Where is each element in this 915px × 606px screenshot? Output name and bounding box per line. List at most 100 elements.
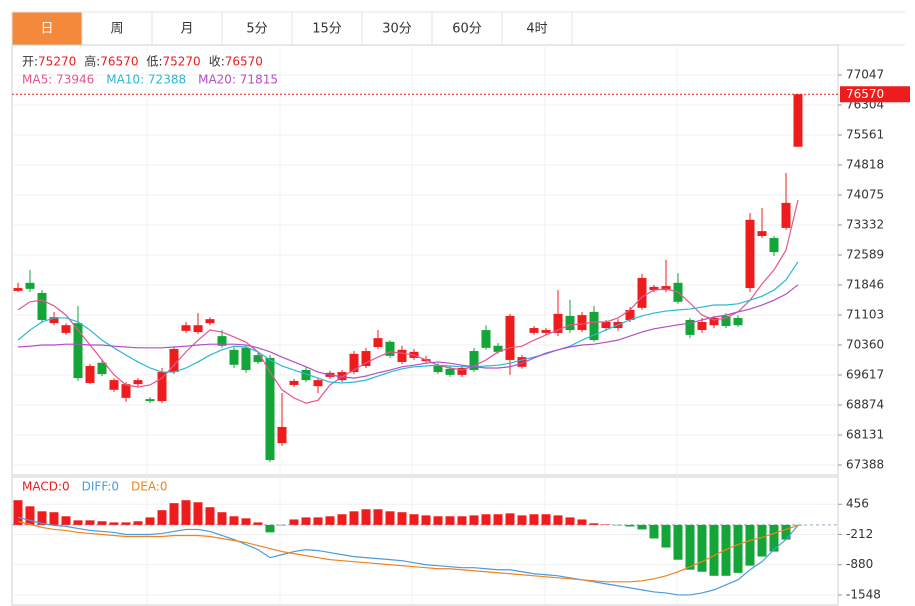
candle-body xyxy=(637,277,647,308)
y-tick-label: 75561 xyxy=(846,127,884,141)
macd-bar xyxy=(49,512,59,525)
macd-bar xyxy=(157,510,167,525)
candle-body xyxy=(793,94,803,147)
macd-bar xyxy=(541,514,551,525)
macd-bar xyxy=(13,500,23,525)
tab[interactable] xyxy=(361,11,433,46)
tab[interactable] xyxy=(151,11,223,46)
ma-line xyxy=(17,520,799,583)
tab[interactable] xyxy=(431,11,503,46)
candle-body xyxy=(625,309,635,320)
candle-body xyxy=(289,380,299,385)
y-tick-label: 73332 xyxy=(846,217,884,231)
tab[interactable] xyxy=(221,11,293,46)
legend-label: MACD:0 xyxy=(22,480,70,494)
macd-bar xyxy=(553,515,563,525)
info-label: 低: xyxy=(146,55,162,69)
info-value: 76570 xyxy=(225,55,263,69)
candle-body xyxy=(589,311,599,341)
macd-bar xyxy=(385,511,395,525)
y-tick-label: 77047 xyxy=(846,67,884,81)
info-label: 高: xyxy=(84,54,100,69)
candle-body xyxy=(277,426,287,444)
y-tick-label: -1548 xyxy=(846,587,881,601)
candle-body xyxy=(541,330,551,333)
tab-label[interactable]: 月 xyxy=(180,22,193,37)
info-label: 收: xyxy=(209,55,225,69)
macd-bar xyxy=(361,509,371,525)
candle-body xyxy=(781,202,791,228)
candle-body xyxy=(493,345,503,352)
candle-body xyxy=(649,286,659,291)
candle-body xyxy=(265,357,275,461)
macd-bar xyxy=(85,520,95,525)
macd-bar xyxy=(217,512,227,525)
candle-body xyxy=(361,351,371,366)
tab-label[interactable]: 周 xyxy=(110,22,123,37)
info-label: 开: xyxy=(22,55,38,69)
panel-frame xyxy=(11,44,839,476)
candle-body xyxy=(73,323,83,379)
ma-line xyxy=(17,516,799,596)
candle-body xyxy=(601,321,611,329)
macd-bar xyxy=(565,517,575,525)
macd-bar xyxy=(517,515,527,525)
macd-bar xyxy=(529,514,539,525)
candle-body xyxy=(481,330,491,348)
candle-body xyxy=(241,347,251,371)
macd-bar xyxy=(409,514,419,525)
macd-bar xyxy=(145,517,155,525)
macd-bar xyxy=(769,524,779,552)
macd-bar xyxy=(613,524,623,526)
candle-body xyxy=(529,328,539,333)
legend-label: MA20: 71815 xyxy=(198,73,278,87)
macd-bar xyxy=(793,524,803,526)
y-tick-label: 67388 xyxy=(846,457,884,471)
tab-label[interactable]: 15分 xyxy=(312,22,342,37)
candle-body xyxy=(157,372,167,402)
macd-bar xyxy=(289,519,299,525)
macd-bar xyxy=(121,522,131,525)
candle-body xyxy=(505,315,515,360)
candle-body xyxy=(49,317,59,324)
y-tick-label: -880 xyxy=(846,557,873,571)
y-tick-label: -212 xyxy=(846,527,873,541)
macd-bar xyxy=(637,524,647,530)
candle-body xyxy=(109,380,119,390)
candle-body xyxy=(721,315,731,327)
macd-bar xyxy=(625,524,635,527)
candle-body xyxy=(457,368,467,375)
candle-body xyxy=(553,313,563,333)
tab[interactable] xyxy=(11,11,83,46)
candle-body xyxy=(517,357,527,367)
y-tick-label: 71846 xyxy=(846,277,884,291)
ma-line xyxy=(17,261,799,384)
macd-bar xyxy=(205,507,215,525)
candle-body xyxy=(733,317,743,326)
tab-label[interactable]: 30分 xyxy=(382,22,412,37)
macd-bar xyxy=(445,516,455,525)
y-tick-label: 72589 xyxy=(846,247,884,261)
macd-bar xyxy=(577,519,587,525)
macd-bar xyxy=(673,524,683,560)
candle-body xyxy=(349,353,359,373)
candle-body xyxy=(181,325,191,331)
candle-body xyxy=(85,365,95,383)
tab-label[interactable]: 60分 xyxy=(452,22,482,37)
legend-label: DIFF:0 xyxy=(82,480,119,494)
candle-body xyxy=(385,341,395,356)
candle-body xyxy=(469,351,479,371)
tab[interactable] xyxy=(81,11,153,46)
info-value: 75270 xyxy=(163,55,201,69)
tab-label[interactable]: 日 xyxy=(40,22,53,37)
tab-label[interactable]: 4时 xyxy=(526,22,547,37)
candle-body xyxy=(433,365,443,373)
candle-body xyxy=(397,349,407,362)
macd-bar xyxy=(709,524,719,576)
macd-bar xyxy=(649,524,659,539)
macd-bar xyxy=(745,524,755,566)
macd-bar xyxy=(601,524,611,525)
candle-body xyxy=(337,372,347,381)
tab-label[interactable]: 5分 xyxy=(246,22,267,37)
